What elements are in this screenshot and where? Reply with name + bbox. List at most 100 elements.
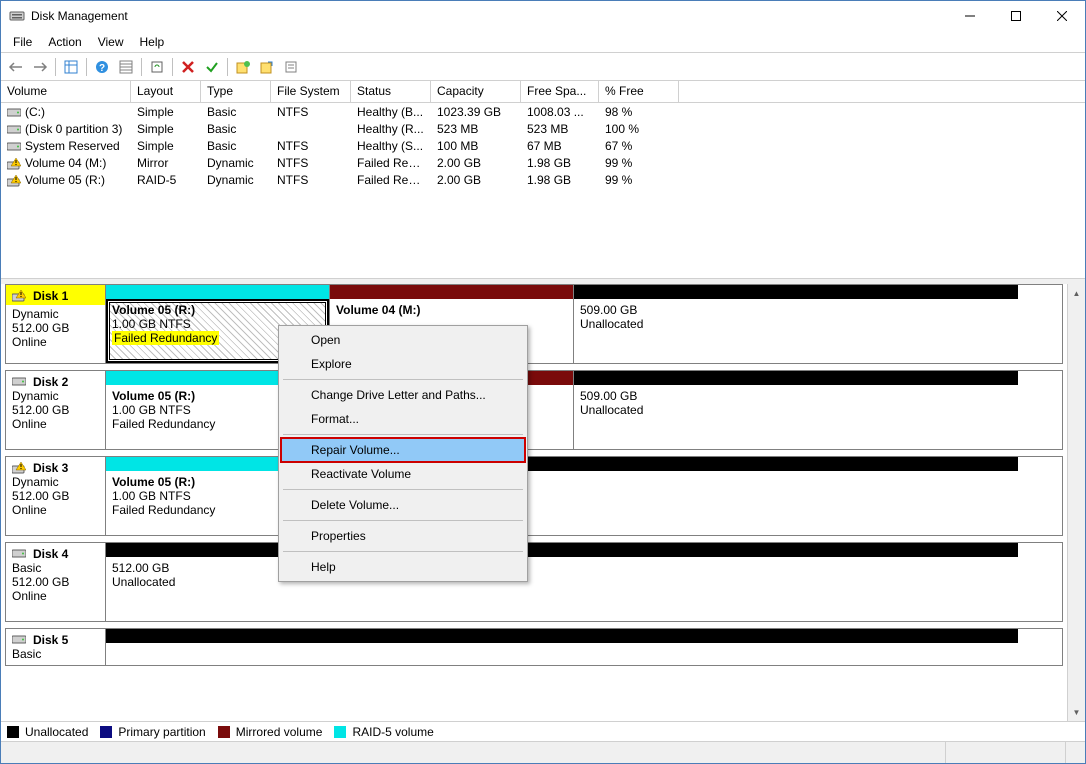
cell: 2.00 GB (431, 172, 521, 188)
menu-action[interactable]: Action (40, 33, 89, 51)
column-header[interactable]: Capacity (431, 81, 521, 102)
volume-row[interactable]: (C:)SimpleBasicNTFSHealthy (B...1023.39 … (1, 103, 1085, 120)
column-header[interactable]: Volume (1, 81, 131, 102)
column-header[interactable]: Layout (131, 81, 201, 102)
partition-body: 512.00 GBUnallocated (106, 557, 1018, 621)
legend-swatch (218, 726, 230, 738)
cell: Volume 04 (M:) (1, 155, 131, 171)
legend-label: RAID-5 volume (352, 725, 433, 739)
partitions (106, 629, 1062, 665)
volume-row[interactable]: (Disk 0 partition 3)SimpleBasicHealthy (… (1, 120, 1085, 137)
cell: 100 % (599, 121, 679, 137)
maximize-button[interactable] (993, 1, 1039, 31)
help-icon[interactable]: ? (91, 56, 113, 78)
column-header[interactable]: Status (351, 81, 431, 102)
volume-row[interactable]: Volume 05 (R:)RAID-5DynamicNTFSFailed Re… (1, 171, 1085, 188)
table-header: VolumeLayoutTypeFile SystemStatusCapacit… (1, 81, 1085, 103)
disk-label[interactable]: Disk 5Basic (6, 629, 106, 665)
partition-body: 509.00 GBUnallocated (574, 385, 1018, 449)
back-button[interactable] (5, 56, 27, 78)
cell: 67 % (599, 138, 679, 154)
column-header[interactable]: File System (271, 81, 351, 102)
context-menu-item[interactable]: Properties (281, 524, 525, 548)
cell: Basic (201, 138, 271, 154)
disk-row: Disk 2Dynamic512.00 GBOnlineVolume 05 (R… (5, 370, 1063, 450)
menu-separator (283, 520, 523, 521)
scrollbar[interactable]: ▲ ▼ (1067, 284, 1085, 721)
cell: (C:) (1, 104, 131, 120)
disk-pane: Disk 1Dynamic512.00 GBOnlineVolume 05 (R… (1, 284, 1067, 721)
properties-icon[interactable] (280, 56, 302, 78)
toolbar: ? (1, 53, 1085, 81)
partition-color-bar (106, 629, 1018, 643)
context-menu-item[interactable]: Change Drive Letter and Paths... (281, 383, 525, 407)
delete-icon[interactable] (177, 56, 199, 78)
cell: 1.98 GB (521, 172, 599, 188)
column-header[interactable]: Type (201, 81, 271, 102)
partitions: 512.00 GBUnallocated (106, 543, 1062, 621)
partition[interactable]: 509.00 GBUnallocated (574, 371, 1018, 449)
context-menu-item[interactable]: Help (281, 555, 525, 579)
partitions: Volume 05 (R:)1.00 GB NTFSFailed Redunda… (106, 285, 1062, 363)
context-menu-item[interactable]: Format... (281, 407, 525, 431)
menu-help[interactable]: Help (132, 33, 173, 51)
disk-row: Disk 3Dynamic512.00 GBOnlineVolume 05 (R… (5, 456, 1063, 536)
cell: Simple (131, 138, 201, 154)
cell: Dynamic (201, 172, 271, 188)
context-menu-item[interactable]: Open (281, 328, 525, 352)
new-icon[interactable] (232, 56, 254, 78)
menu-separator (283, 434, 523, 435)
forward-button[interactable] (29, 56, 51, 78)
legend-swatch (100, 726, 112, 738)
partition-color-bar (574, 371, 1018, 385)
settings-icon[interactable] (115, 56, 137, 78)
cell: NTFS (271, 155, 351, 171)
context-menu-item[interactable]: Explore (281, 352, 525, 376)
cell: Failed Red... (351, 155, 431, 171)
scroll-down-icon[interactable]: ▼ (1068, 703, 1085, 721)
context-menu-item[interactable]: Reactivate Volume (281, 462, 525, 486)
minimize-button[interactable] (947, 1, 993, 31)
volume-row[interactable]: Volume 04 (M:)MirrorDynamicNTFSFailed Re… (1, 154, 1085, 171)
partition[interactable]: 509.00 GBUnallocated (574, 285, 1018, 363)
content-area: VolumeLayoutTypeFile SystemStatusCapacit… (1, 81, 1085, 741)
partition[interactable]: 512.00 GBUnallocated (106, 543, 1018, 621)
context-menu-item[interactable]: Repair Volume... (281, 438, 525, 462)
cell: 523 MB (431, 121, 521, 137)
scroll-up-icon[interactable]: ▲ (1068, 284, 1085, 302)
partition-color-bar (574, 285, 1018, 299)
export-icon[interactable] (256, 56, 278, 78)
cell: NTFS (271, 138, 351, 154)
cell: 98 % (599, 104, 679, 120)
check-icon[interactable] (201, 56, 223, 78)
view-list-icon[interactable] (60, 56, 82, 78)
cell: 100 MB (431, 138, 521, 154)
disk-label[interactable]: Disk 3Dynamic512.00 GBOnline (6, 457, 106, 535)
context-menu-item[interactable]: Delete Volume... (281, 493, 525, 517)
cell: NTFS (271, 104, 351, 120)
column-header[interactable]: Free Spa... (521, 81, 599, 102)
close-button[interactable] (1039, 1, 1085, 31)
titlebar: Disk Management (1, 1, 1085, 31)
cell: Healthy (R... (351, 121, 431, 137)
refresh-icon[interactable] (146, 56, 168, 78)
window-controls (947, 1, 1085, 31)
menu-file[interactable]: File (5, 33, 40, 51)
disk-label[interactable]: Disk 2Dynamic512.00 GBOnline (6, 371, 106, 449)
disk-pane-wrap: Disk 1Dynamic512.00 GBOnlineVolume 05 (R… (1, 279, 1085, 721)
column-header[interactable]: % Free (599, 81, 679, 102)
volume-table: VolumeLayoutTypeFile SystemStatusCapacit… (1, 81, 1085, 279)
disk-label[interactable]: Disk 1Dynamic512.00 GBOnline (6, 285, 106, 363)
statusbar (1, 741, 1085, 763)
cell: (Disk 0 partition 3) (1, 121, 131, 137)
menu-view[interactable]: View (90, 33, 132, 51)
cell: 99 % (599, 155, 679, 171)
cell: Volume 05 (R:) (1, 172, 131, 188)
disk-label[interactable]: Disk 4Basic512.00 GBOnline (6, 543, 106, 621)
partition[interactable] (106, 629, 1018, 665)
legend-label: Unallocated (25, 725, 88, 739)
menu-separator (283, 551, 523, 552)
partition-body: 509.00 GBUnallocated (574, 299, 1018, 363)
cell: 99 % (599, 172, 679, 188)
volume-row[interactable]: System ReservedSimpleBasicNTFSHealthy (S… (1, 137, 1085, 154)
